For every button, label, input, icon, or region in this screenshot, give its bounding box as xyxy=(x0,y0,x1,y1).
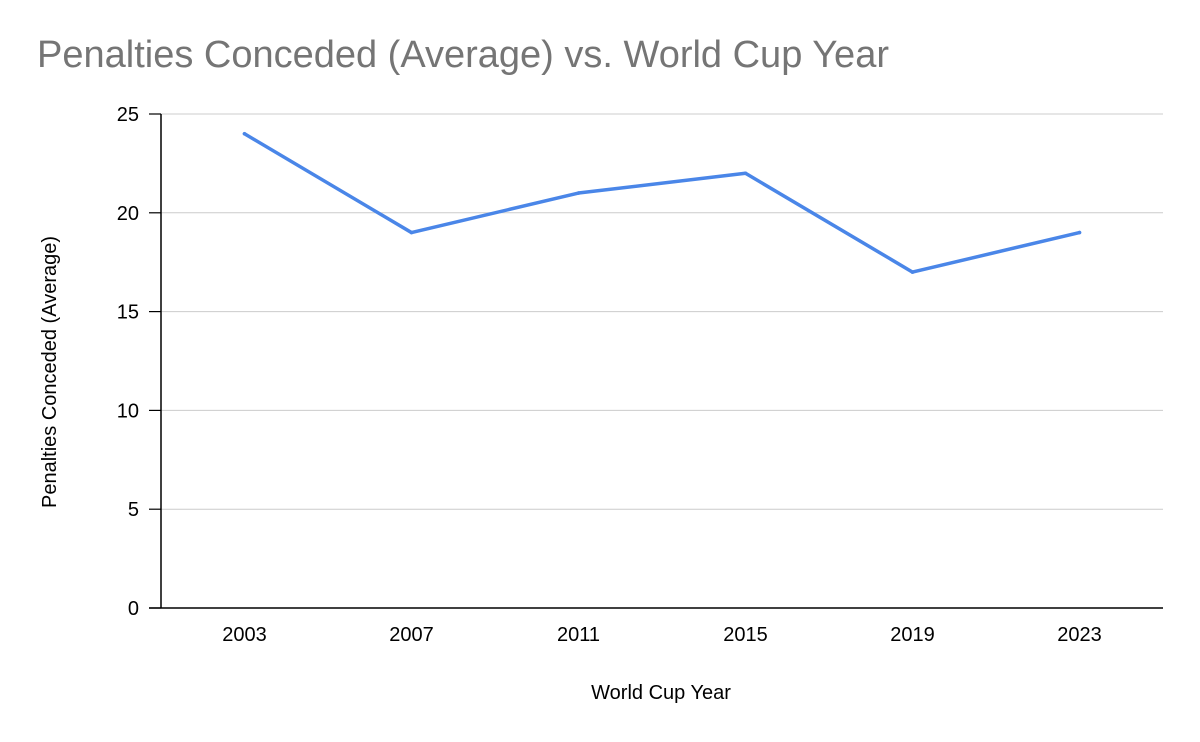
x-tick-label-2015: 2015 xyxy=(723,624,768,646)
y-axis-label: Penalties Conceded (Average) xyxy=(39,236,61,508)
gridlines xyxy=(161,113,1163,510)
x-tick-label-2019: 2019 xyxy=(890,624,935,646)
x-tick-label-2003: 2003 xyxy=(222,624,267,646)
x-tick-label-2011: 2011 xyxy=(557,624,600,646)
y-tick-label-0: 0 xyxy=(128,598,139,620)
x-tick-labels: 2003 2007 2011 2015 2019 2023 xyxy=(222,624,1102,646)
y-tick-label-15: 15 xyxy=(117,302,139,324)
x-tick-label-2023: 2023 xyxy=(1057,624,1102,646)
axes xyxy=(149,113,1163,609)
data-point-2023 xyxy=(1077,230,1082,235)
data-point-2011 xyxy=(576,191,581,195)
y-tick-label-20: 20 xyxy=(117,203,139,225)
x-axis-label: World Cup Year xyxy=(591,682,731,704)
y-tick-label-10: 10 xyxy=(117,400,139,422)
data-point-2019 xyxy=(910,270,915,274)
x-tick-label-2007: 2007 xyxy=(389,624,434,646)
y-tick-labels: 0 5 10 15 20 25 xyxy=(117,104,139,620)
y-tick-label-25: 25 xyxy=(117,104,139,126)
series-group xyxy=(242,131,1082,274)
data-point-2003 xyxy=(242,131,247,136)
y-tick-label-5: 5 xyxy=(128,499,139,521)
data-point-2007 xyxy=(409,230,414,235)
chart-title: Penalties Conceded (Average) vs. World C… xyxy=(37,34,889,76)
data-point-2015 xyxy=(743,171,748,176)
series-line-0 xyxy=(242,132,1082,274)
